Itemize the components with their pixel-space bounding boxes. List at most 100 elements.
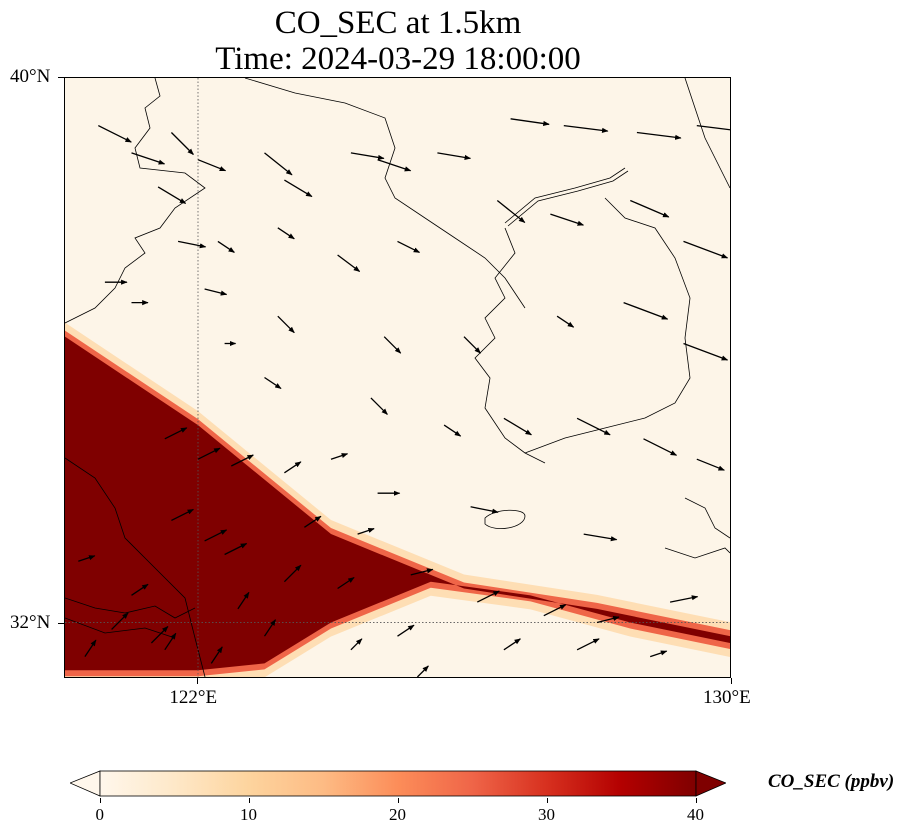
jeju-island — [484, 509, 526, 529]
colorbar-tick-mark — [547, 798, 548, 803]
wind-arrow — [563, 124, 609, 133]
map-title-line1: CO_SEC at 1.5km — [274, 5, 522, 41]
wind-arrow — [437, 152, 472, 161]
wind-arrow — [443, 424, 462, 437]
wind-arrow — [277, 227, 295, 240]
wind-arrow — [337, 576, 355, 590]
wind-arrow — [669, 595, 699, 603]
colorbar-tick-mark — [100, 798, 101, 803]
coastline-japan-2 — [664, 547, 730, 559]
wind-arrow — [217, 240, 235, 253]
wind-arrow — [377, 159, 412, 172]
lat-tick — [58, 77, 64, 78]
colorbar — [68, 769, 728, 799]
wind-arrow — [264, 152, 293, 176]
wind-arrow — [111, 612, 129, 630]
wind-arrow — [204, 288, 228, 296]
wind-arrow — [350, 152, 385, 161]
wind-arrow — [397, 624, 415, 637]
wind-arrow — [370, 397, 388, 415]
coastline-korea-south — [524, 197, 691, 454]
wind-arrow — [277, 315, 295, 334]
co-plume-core — [65, 336, 730, 671]
wind-arrow — [231, 454, 254, 467]
wind-arrow — [197, 447, 221, 460]
lon-label-130e: 130°E — [703, 687, 751, 708]
wind-arrow — [550, 213, 585, 226]
wind-arrow — [683, 342, 729, 361]
wind-arrow — [636, 131, 682, 140]
wind-arrow — [496, 199, 526, 224]
border-korea-2 — [507, 170, 629, 227]
wind-arrow — [264, 376, 282, 390]
lon-tick — [731, 678, 732, 684]
gridlines — [65, 78, 730, 677]
coastline-yangtze-2 — [65, 617, 176, 639]
lon-tick — [197, 678, 199, 684]
coastline-japan — [684, 497, 730, 539]
wind-arrow — [350, 638, 363, 651]
border-korea — [504, 167, 626, 224]
wind-arrow — [330, 453, 349, 460]
wind-arrow — [543, 604, 567, 617]
wind-arrow — [263, 619, 277, 637]
wind-arrow — [237, 591, 250, 610]
wind-arrow — [470, 506, 499, 514]
wind-arrow — [397, 240, 421, 253]
colorbar-gradient — [99, 770, 697, 797]
wind-arrow — [696, 124, 730, 131]
wind-arrow — [576, 638, 600, 651]
wind-arrow — [477, 590, 500, 603]
colorbar-label: CO_SEC (ppbv) — [768, 771, 895, 792]
wind-arrow — [649, 650, 668, 658]
colorbar-graphic — [68, 770, 728, 797]
wind-arrow — [84, 639, 97, 657]
co-plume-layer — [65, 322, 730, 677]
wind-arrow — [150, 626, 169, 644]
map-title-line2: Time: 2024-03-29 18:00:00 — [215, 41, 581, 77]
colorbar-tick-30: 30 — [538, 805, 555, 824]
lat-label-32n: 32°N — [10, 612, 51, 634]
wind-arrow — [503, 638, 521, 651]
wind-arrow — [623, 301, 669, 320]
wind-arrow — [576, 417, 611, 436]
colorbar-max-extension — [695, 770, 728, 797]
lon-label-122e: 122°E — [169, 687, 218, 708]
wind-vectors — [78, 118, 730, 677]
wind-arrow — [510, 118, 550, 127]
coastline-shandong-liaodong — [65, 78, 206, 324]
wind-arrow — [204, 529, 228, 542]
wind-arrow — [224, 542, 248, 556]
wind-arrow — [131, 152, 166, 165]
colorbar-tick-0: 0 — [95, 805, 105, 824]
colorbar-tick-40: 40 — [687, 805, 704, 824]
wind-arrow — [164, 632, 177, 651]
wind-arrow — [157, 186, 187, 204]
colorbar-tick-10: 10 — [240, 805, 257, 824]
colorbar-min-extension — [68, 770, 101, 797]
lat-tick — [58, 623, 64, 625]
wind-arrow — [78, 555, 96, 562]
coastline-layer — [65, 78, 730, 677]
wind-arrow — [164, 427, 188, 440]
colorbar-tick-mark — [696, 798, 697, 803]
wind-arrow — [284, 461, 302, 474]
coastline-east-china — [65, 457, 206, 677]
wind-arrow — [177, 240, 207, 249]
wind-arrow — [503, 417, 532, 436]
wind-arrow — [210, 646, 223, 664]
wind-arrow — [643, 438, 678, 456]
wind-arrow — [383, 336, 402, 354]
wind-arrow — [337, 254, 361, 273]
wind-arrow — [98, 125, 132, 143]
wind-arrow — [170, 132, 194, 155]
wind-arrow — [596, 615, 620, 624]
wind-arrow — [197, 159, 227, 172]
wind-arrow — [131, 583, 149, 596]
wind-arrow — [357, 527, 375, 535]
coastline-korea-west — [474, 227, 546, 464]
colorbar-tick-mark — [249, 798, 250, 803]
wind-arrow — [284, 179, 313, 198]
coastline-yangtze — [65, 597, 196, 619]
wind-arrow — [583, 533, 618, 542]
